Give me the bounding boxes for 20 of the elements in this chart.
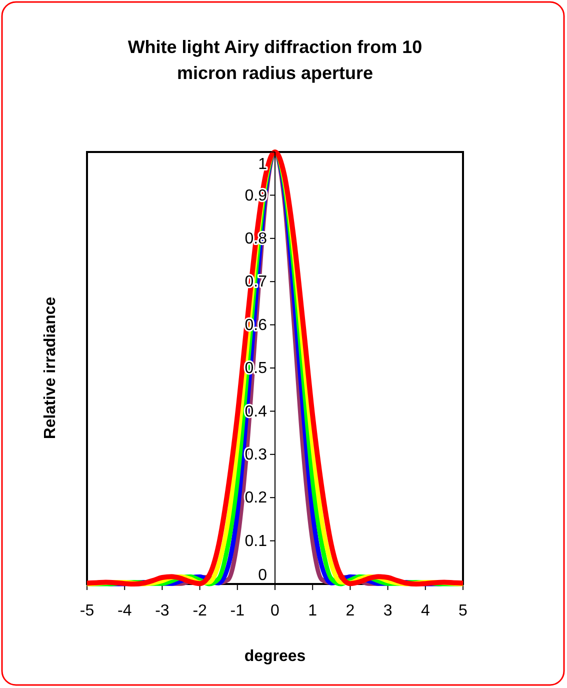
x-tick-label: 1 — [308, 602, 318, 620]
y-tick-label: 0.1 — [244, 532, 268, 550]
y-tick-label: 0 — [258, 567, 268, 584]
x-tick-label: 5 — [458, 602, 468, 620]
x-tick-label: -1 — [230, 602, 245, 620]
y-tick-label: 0.2 — [244, 490, 268, 507]
x-tick-label: -5 — [80, 602, 94, 620]
y-tick-label: 1 — [258, 156, 268, 173]
y-tick-label: 0.7 — [244, 274, 268, 291]
x-tick-label: -2 — [192, 602, 208, 620]
chart-title: White light Airy diffraction from 10 micron radius aperture — [128, 37, 422, 83]
x-tick-label: -3 — [155, 602, 170, 620]
x-tick-label: 0 — [270, 602, 280, 620]
x-tick-label: 3 — [383, 602, 392, 620]
x-tick-label: -4 — [117, 602, 132, 620]
x-tick-label: 2 — [346, 602, 355, 620]
y-tick-label: 0.6 — [244, 316, 268, 334]
x-tick-label: 4 — [420, 602, 430, 620]
x-axis-title: degrees — [244, 648, 306, 665]
y-axis-title: Relative irradiance — [42, 296, 59, 440]
